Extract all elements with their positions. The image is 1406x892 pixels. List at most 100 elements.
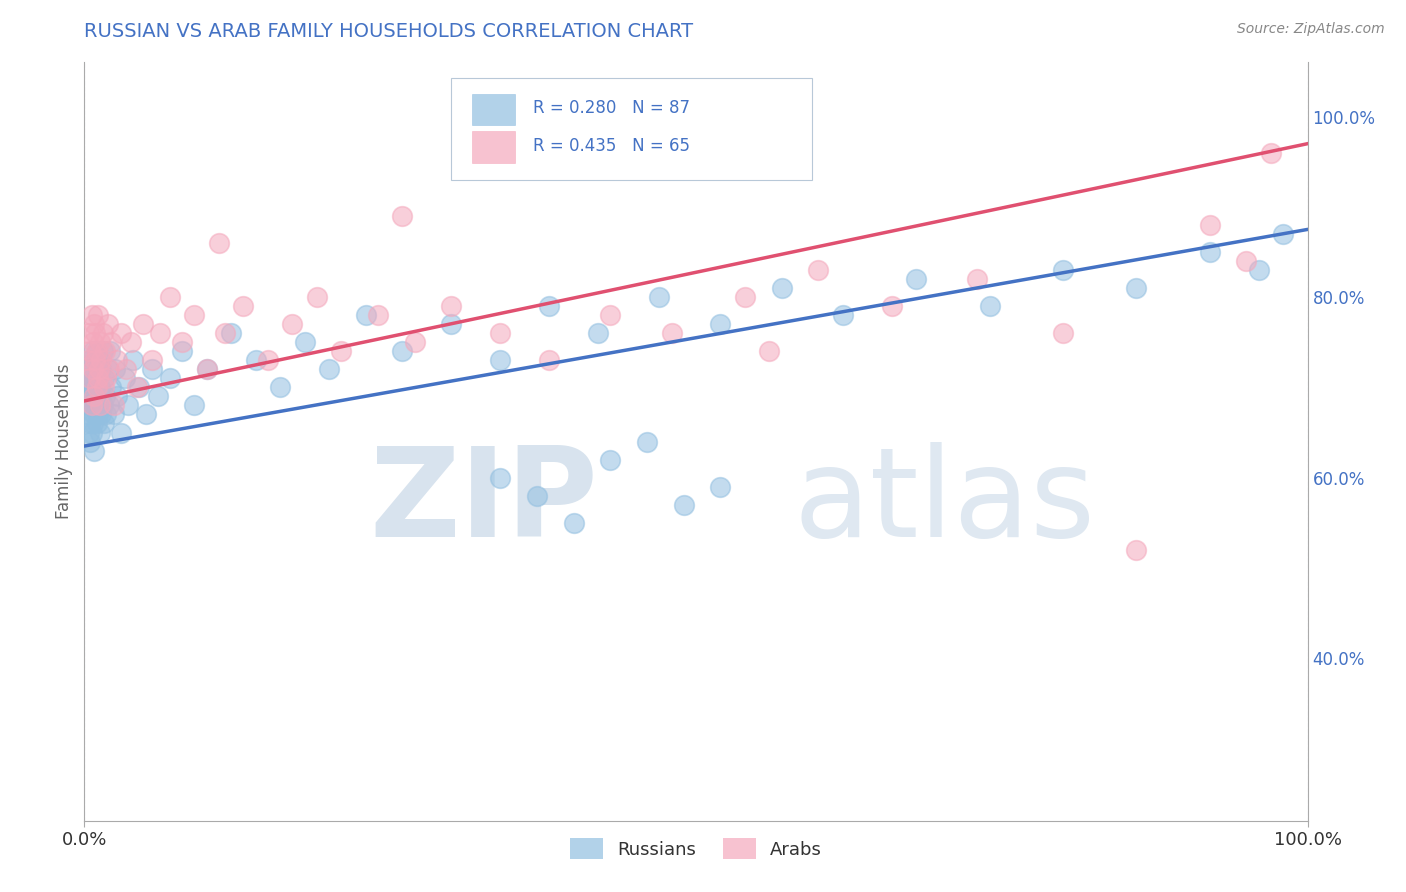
Point [269, 380, 291, 394]
Point [83, 389, 105, 403]
Point [905, 272, 928, 286]
Point [91, 326, 114, 341]
Point [76, 389, 98, 403]
Point [648, 290, 671, 304]
Point [1247, 263, 1270, 277]
FancyBboxPatch shape [472, 131, 515, 163]
Point [526, 489, 548, 503]
Point [122, 353, 145, 368]
Point [586, 326, 609, 341]
Point [89, 399, 111, 413]
Point [599, 308, 621, 322]
Point [82, 362, 104, 376]
Point [128, 380, 150, 394]
Point [89, 335, 111, 350]
Point [90, 362, 112, 376]
Point [77, 362, 100, 376]
Point [86, 380, 108, 394]
Point [97, 362, 120, 376]
Point [77, 326, 100, 341]
Point [79, 344, 101, 359]
Point [183, 308, 205, 322]
Point [97, 399, 120, 413]
Point [1272, 227, 1295, 241]
Point [105, 389, 128, 403]
Point [91, 399, 114, 413]
Point [758, 344, 780, 359]
Point [110, 326, 132, 341]
Point [77, 371, 100, 385]
Point [93, 371, 115, 385]
Point [104, 362, 127, 376]
Point [1198, 244, 1220, 259]
Point [141, 353, 163, 368]
Point [367, 308, 389, 322]
Point [159, 371, 181, 385]
Point [117, 399, 139, 413]
Point [709, 317, 731, 331]
Point [80, 399, 103, 413]
FancyBboxPatch shape [451, 78, 813, 180]
Point [97, 317, 120, 331]
Point [87, 362, 110, 376]
Point [672, 498, 695, 512]
Legend: Russians, Arabs: Russians, Arabs [562, 831, 830, 866]
Point [94, 389, 117, 403]
Point [86, 417, 108, 431]
Point [636, 434, 658, 449]
Point [281, 317, 304, 331]
Point [80, 371, 103, 385]
Point [79, 417, 101, 431]
Point [77, 399, 100, 413]
Point [1236, 254, 1258, 268]
Text: atlas: atlas [794, 442, 1095, 563]
Point [120, 335, 142, 350]
Point [183, 399, 205, 413]
Point [80, 308, 103, 322]
Point [100, 380, 122, 394]
Point [82, 344, 104, 359]
Point [391, 344, 413, 359]
Point [770, 281, 793, 295]
Point [538, 353, 561, 368]
Y-axis label: Family Households: Family Households [55, 364, 73, 519]
Point [489, 326, 512, 341]
Point [146, 389, 169, 403]
Point [172, 335, 194, 350]
Point [354, 308, 377, 322]
Point [807, 263, 830, 277]
Point [1198, 218, 1220, 232]
Point [86, 344, 108, 359]
Point [831, 308, 853, 322]
Point [89, 380, 111, 394]
Point [489, 353, 512, 368]
Point [77, 408, 100, 422]
Point [195, 362, 218, 376]
Point [79, 434, 101, 449]
Point [79, 353, 101, 368]
Point [87, 362, 110, 376]
Point [83, 317, 105, 331]
Point [100, 335, 122, 350]
Point [84, 399, 107, 413]
Point [294, 335, 316, 350]
Point [83, 408, 105, 422]
Point [105, 353, 128, 368]
Point [96, 371, 118, 385]
Point [93, 417, 115, 431]
Point [87, 399, 110, 413]
Point [96, 408, 118, 422]
Point [232, 299, 254, 313]
Point [82, 335, 104, 350]
Point [214, 326, 236, 341]
Point [82, 389, 104, 403]
Point [77, 425, 100, 440]
Point [1052, 263, 1074, 277]
FancyBboxPatch shape [472, 94, 515, 126]
Point [562, 516, 585, 530]
Point [709, 480, 731, 494]
Point [103, 408, 125, 422]
Point [538, 299, 561, 313]
Point [89, 425, 111, 440]
Point [440, 317, 463, 331]
